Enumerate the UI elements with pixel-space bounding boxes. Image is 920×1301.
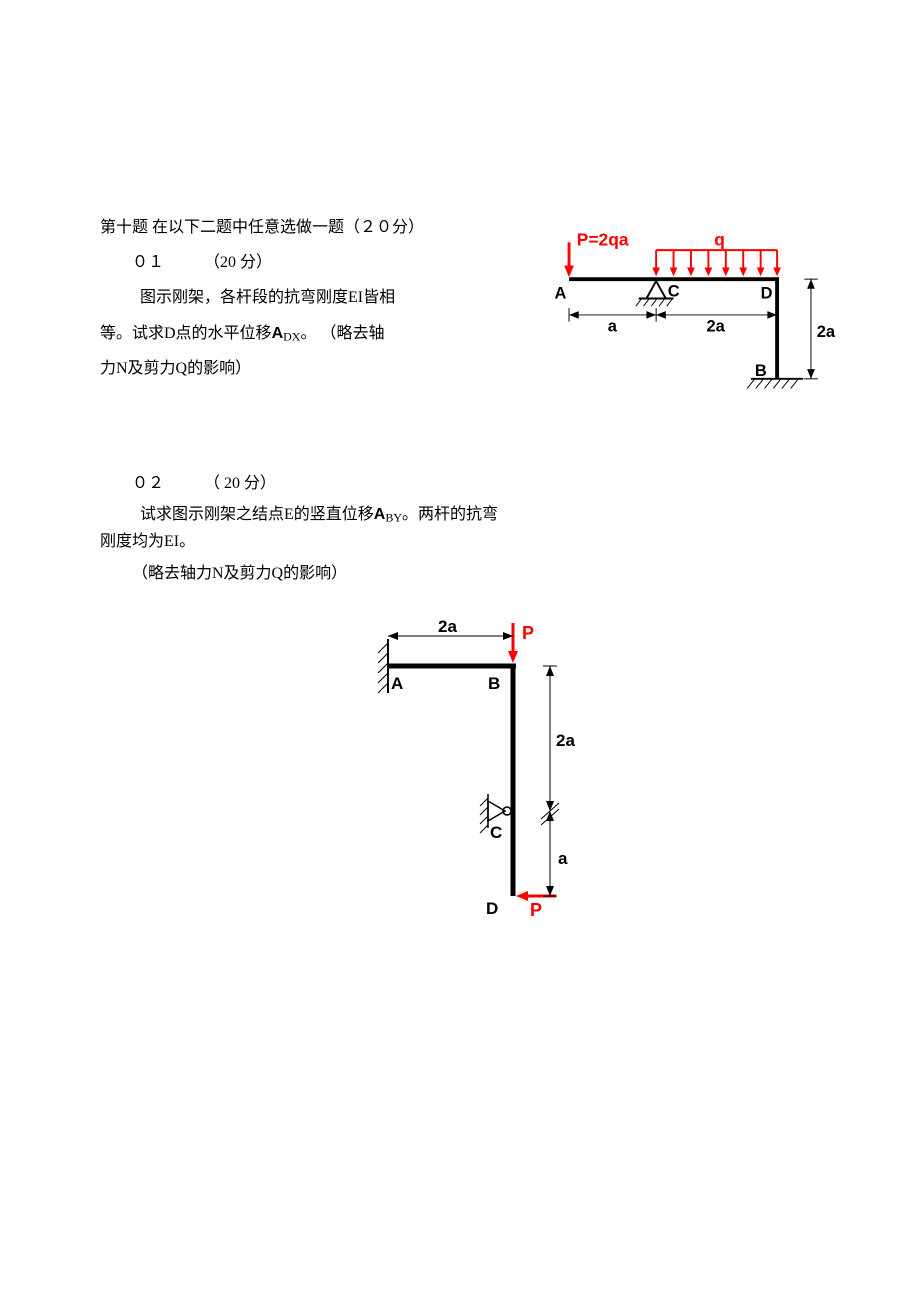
p02-line1: 试求图示刚架之结点E的竖直位移ABY。两杆的抗弯: [100, 501, 660, 528]
dim-a-arrL: [569, 311, 579, 319]
dim-2ah-text: 2a: [706, 317, 725, 335]
label-c: C: [668, 283, 680, 301]
p01-line2b: 。 （略去轴: [300, 325, 384, 342]
problem-01-text: 第十题 在以下二题中任意选做一题（２０分） ０１ （20 分） 图示刚架，各杆段…: [100, 210, 520, 386]
dim-2a-arrL: [656, 311, 666, 319]
p01-line3: 力N及剪力Q的影响）: [100, 351, 520, 386]
p01-line2a: 等。试求D点的水平位移: [100, 325, 272, 342]
p01-line1: 图示刚架，各杆段的抗弯刚度EI皆相: [100, 280, 520, 315]
support-c-hatch: [480, 798, 488, 833]
page: 第十题 在以下二题中任意选做一题（２０分） ０１ （20 分） 图示刚架，各杆段…: [0, 0, 920, 941]
label-c2: C: [490, 823, 502, 842]
label-p-bot: P: [530, 900, 542, 920]
dim-v-arrB: [807, 369, 815, 379]
label-p: P=2qa: [577, 229, 629, 249]
label-d2: D: [486, 899, 498, 918]
label-a: A: [555, 284, 567, 302]
diagram-1: P=2qa q: [540, 218, 840, 408]
label-a2: A: [391, 674, 403, 693]
q10-heading: 第十题 在以下二题中任意选做一题（２０分）: [100, 210, 520, 245]
problem-02-text: ０２ （ 20 分） 试求图示刚架之结点E的竖直位移ABY。两杆的抗弯 刚度均为…: [100, 466, 660, 591]
dim-a-arrR: [646, 311, 656, 319]
dim-v-arrT: [807, 279, 815, 289]
support-a-hatch: [378, 643, 388, 693]
dim2-2av: 2a: [556, 731, 575, 750]
p02-line2: 刚度均为EI。: [100, 528, 660, 555]
label-q: q: [714, 229, 725, 249]
label-d: D: [761, 284, 773, 302]
p01-line2: 等。试求D点的水平位移ADX。 （略去轴: [100, 316, 520, 351]
dim2-v1-arrB: [546, 801, 554, 811]
diagram-2: P P A B C D 2a 2a a: [338, 611, 583, 941]
support-c-tri: [646, 281, 665, 298]
p02-A: A: [374, 506, 386, 523]
p01-sub: DX: [283, 329, 300, 343]
label-b: B: [755, 362, 767, 380]
p02-line1b: 。两杆的抗弯: [402, 506, 498, 523]
force-p-bot-arrow: [516, 891, 528, 901]
label-p-top: P: [522, 623, 534, 643]
p02-line1a: 试求图示刚架之结点E的竖直位移: [140, 506, 374, 523]
dist-load-arrows: [652, 250, 781, 276]
p01-A: A: [272, 325, 284, 342]
force-p-top-arrow: [508, 651, 518, 663]
dim2-2ah: 2a: [438, 617, 457, 636]
dim-2av-text: 2a: [817, 323, 836, 341]
dim2-a: a: [558, 849, 568, 868]
label-b2: B: [488, 674, 500, 693]
dim2-v1-arrT: [546, 666, 554, 676]
p02-line3: （略去轴力N及剪力Q的影响）: [100, 556, 660, 591]
force-p-arrow: [564, 266, 574, 278]
p02-number: ０２ （ 20 分）: [100, 466, 660, 501]
support-b-hatch: [747, 379, 798, 389]
dim2-h-arrL: [388, 632, 398, 640]
dim-a-text: a: [608, 317, 618, 335]
p01-number: ０１ （20 分）: [100, 245, 520, 280]
p02-sub: BY: [385, 511, 402, 525]
